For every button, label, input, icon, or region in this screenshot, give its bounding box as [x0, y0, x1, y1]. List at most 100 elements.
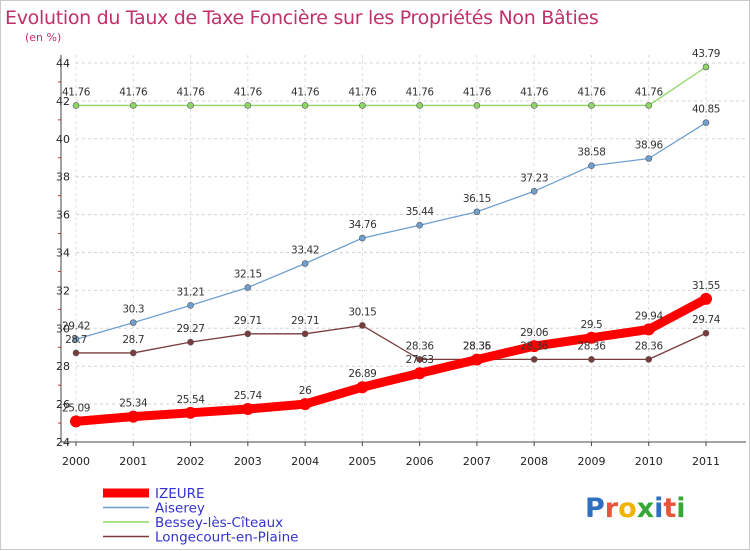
data-point	[528, 340, 541, 353]
data-label: 41.76	[635, 86, 664, 98]
x-tick-label: 2005	[348, 455, 376, 468]
grid	[75, 55, 746, 443]
x-tick-label: 2001	[119, 455, 147, 468]
data-point	[359, 102, 366, 109]
logo-letter: o	[618, 493, 637, 524]
data-label: 28.36	[463, 340, 492, 352]
data-label: 28.36	[635, 340, 664, 352]
data-point	[301, 260, 309, 267]
data-label: 37.23	[520, 172, 548, 184]
data-point	[588, 162, 595, 170]
y-tick-label: 28	[56, 360, 70, 373]
data-point	[72, 335, 80, 343]
series-line-aiserey	[75, 122, 707, 340]
x-tick-label: 2006	[406, 455, 434, 468]
data-point	[470, 353, 483, 366]
data-point	[299, 398, 312, 411]
data-label: 25.34	[119, 398, 148, 410]
data-label: 41.76	[291, 86, 320, 98]
logo-letter: i	[676, 493, 685, 524]
data-point	[473, 208, 481, 216]
data-point	[244, 330, 252, 338]
y-tick-label: 34	[56, 247, 70, 260]
data-point	[244, 284, 252, 291]
logo-letter: r	[605, 493, 619, 524]
data-point	[702, 119, 710, 126]
data-point	[645, 356, 653, 363]
data-label: 30.15	[348, 306, 376, 318]
data-label: 28.36	[406, 340, 435, 352]
x-tick-label: 2004	[291, 455, 319, 468]
data-label: 41.76	[348, 86, 377, 98]
data-point	[588, 356, 595, 363]
data-point	[301, 330, 309, 338]
data-label: 29.74	[692, 314, 721, 326]
data-label: 41.76	[177, 86, 206, 98]
data-point	[530, 102, 538, 109]
data-label: 41.76	[406, 86, 435, 98]
series-group	[70, 63, 712, 428]
data-label: 41.76	[463, 86, 492, 98]
data-label: 41.76	[62, 86, 91, 98]
chart-title: Evolution du Taux de Taxe Foncière sur l…	[5, 7, 598, 29]
data-point	[588, 102, 595, 109]
data-label: 27.63	[406, 354, 434, 366]
x-tick-label: 2003	[234, 455, 262, 468]
x-tick-label: 2008	[520, 455, 548, 468]
data-label: 31.21	[177, 286, 205, 298]
series-line-bessey-l-s-c-teaux	[75, 66, 707, 107]
data-point	[241, 403, 254, 416]
data-point	[702, 63, 710, 71]
logo-letter: x	[637, 493, 654, 524]
logo-letter: t	[663, 493, 676, 524]
y-tick-label: 38	[56, 171, 70, 184]
logo-letter: i	[654, 493, 663, 524]
data-point	[72, 349, 80, 357]
data-point	[645, 102, 653, 109]
data-point	[301, 102, 309, 109]
data-point	[184, 406, 197, 419]
data-label: 41.76	[119, 86, 148, 98]
data-label: 36.15	[463, 193, 491, 205]
data-label: 43.79	[692, 48, 720, 60]
logo-letter: P	[585, 493, 605, 524]
x-tick-label: 2007	[463, 455, 491, 468]
data-point	[187, 102, 194, 109]
data-point	[473, 102, 481, 109]
y-tick-label: 32	[56, 284, 70, 297]
data-point	[359, 322, 366, 329]
data-label: 29.27	[177, 323, 205, 335]
data-label: 26.89	[348, 368, 376, 380]
data-label: 33.42	[291, 244, 319, 256]
data-label: 29.06	[520, 327, 549, 339]
legend: IZEUREAisereyBessey-lès-CîteauxLongecour…	[103, 486, 298, 546]
series-line-longecourt-en-plaine	[75, 324, 707, 361]
data-label: 30.3	[122, 304, 144, 316]
data-point	[187, 338, 194, 346]
data-point	[530, 356, 538, 363]
data-label: 41.76	[520, 86, 549, 98]
data-point	[72, 102, 80, 109]
chart-subtitle: (en %)	[25, 31, 61, 44]
data-point	[129, 319, 137, 326]
legend-entry: Bessey-lès-Cîteaux	[155, 515, 283, 531]
data-point	[585, 331, 598, 344]
y-tick-label: 30	[56, 322, 70, 335]
data-labels: 25.09 25.34 25.54 25.74 26 26.89 27.63 28.35 29.…	[62, 48, 721, 414]
data-label: 25.54	[177, 394, 206, 406]
data-point	[642, 323, 655, 336]
data-label: 28.7	[65, 334, 87, 346]
data-point	[530, 187, 538, 195]
data-point	[413, 367, 426, 380]
data-label: 28.7	[122, 334, 144, 346]
data-label: 41.76	[577, 86, 606, 98]
data-point	[244, 102, 252, 109]
data-label: 29.94	[635, 310, 664, 322]
data-label: 25.74	[234, 390, 263, 402]
series-line-izeure	[71, 294, 711, 426]
legend-entry: IZEURE	[155, 486, 205, 502]
x-tick-label: 2009	[577, 455, 605, 468]
data-point	[70, 415, 82, 428]
